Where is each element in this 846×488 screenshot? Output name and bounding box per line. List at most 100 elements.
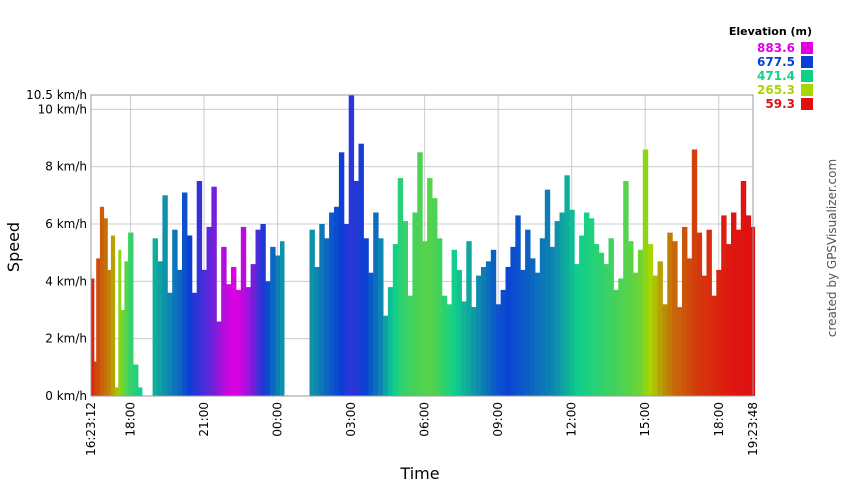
speed-bar [245,287,252,396]
speed-bar [682,226,688,396]
x-tick-label: 21:00 [197,402,211,437]
speed-bar [633,272,639,396]
y-tick-labels: 0 km/h 2 km/h 4 km/h 6 km/h 8 km/h 10 km/h10.… [26,88,87,403]
speed-bar [260,224,266,396]
speed-bar [608,238,614,396]
speed-bar [505,267,511,396]
y-tick-label: 0 km/h [45,389,87,403]
speed-bar [731,212,737,396]
speed-bar [461,301,467,396]
speed-bar [250,264,256,396]
speed-bar [544,189,551,396]
speed-bar [539,238,546,396]
plot-frame [90,94,754,397]
speed-bar [99,206,105,396]
speed-bar [167,292,173,396]
speed-bar [500,289,506,396]
speed-bar [735,229,742,396]
speed-bar [128,232,134,396]
speed-bar [628,241,634,396]
speed-bar [530,258,536,396]
speed-bar [554,221,560,396]
y-tick-label: 4 km/h [45,274,87,288]
speed-bar [593,244,600,396]
x-tick-label: 12:00 [565,402,579,437]
x-tick-label: 19:23:48 [746,402,760,456]
speed-bar [569,209,575,396]
speed-bar [118,249,122,396]
speed-bar [603,264,609,396]
speed-bar [133,364,139,396]
speed-bar [549,246,556,396]
speed-bar [152,238,158,396]
speed-bar [495,304,502,396]
speed-bar [476,275,482,396]
speed-bar [652,275,658,396]
speed-bar [446,304,453,396]
speed-bar [441,295,448,396]
speed-bar [172,229,178,396]
speed-bar [584,212,590,396]
speed-bar [363,238,369,396]
x-tick-label: 18:00 [124,402,138,437]
speed-bar [647,244,654,396]
speed-bar [726,244,732,396]
x-tick-label: 03:00 [344,402,358,437]
y-tick-label: 6 km/h [45,217,87,231]
speed-bar [485,261,492,396]
speed-bar [417,152,423,396]
speed-bar [588,218,595,396]
legend-swatch [801,56,813,68]
speed-bar [451,249,457,396]
speed-bar [338,152,345,396]
speed-bar [520,269,526,396]
speed-bar [598,252,605,396]
speed-bar [623,181,629,396]
speed-bar [637,249,644,396]
data-bars [91,95,756,396]
speed-bar [422,241,428,396]
speed-bar [255,229,261,396]
speed-bar [456,269,462,396]
speed-bar [490,249,497,396]
speed-bar [672,241,678,396]
speed-bar [432,198,438,396]
x-tick-label: 18:00 [712,402,726,437]
speed-bar [343,224,350,396]
speed-bar [319,224,325,396]
legend-title: Elevation (m) [729,25,812,38]
speed-bar [657,261,663,396]
speed-bar [353,181,359,396]
speed-bar [534,272,541,396]
speed-bar [706,229,712,396]
speed-bar [348,95,355,396]
speed-bar [226,284,232,396]
x-tick-label: 16:23:12 [84,402,98,456]
speed-bar [525,229,531,396]
speed-bar [110,235,116,396]
x-tick-label: 09:00 [491,402,505,437]
speed-bar [716,269,722,396]
speed-bar [667,232,673,396]
speed-bar [515,215,521,396]
legend-label: 677.5 [757,55,795,69]
speed-bar [91,278,95,396]
speed-bar [397,178,404,396]
speed-bar [196,181,203,396]
speed-bar [201,269,207,396]
legend-swatch [801,42,813,54]
speed-bar [329,212,335,396]
speed-bar [436,238,443,396]
y-tick-label: 2 km/h [45,332,87,346]
speed-bar [182,192,188,396]
speed-bar [162,195,168,396]
speed-bar [481,267,487,396]
speed-bar [579,235,585,396]
speed-bar [564,175,570,396]
legend-label: 471.4 [757,69,795,83]
speed-bar [240,226,247,396]
speed-bar [324,238,330,396]
speed-bar [383,315,389,396]
speed-bar [137,387,143,396]
speed-bar [191,292,198,396]
